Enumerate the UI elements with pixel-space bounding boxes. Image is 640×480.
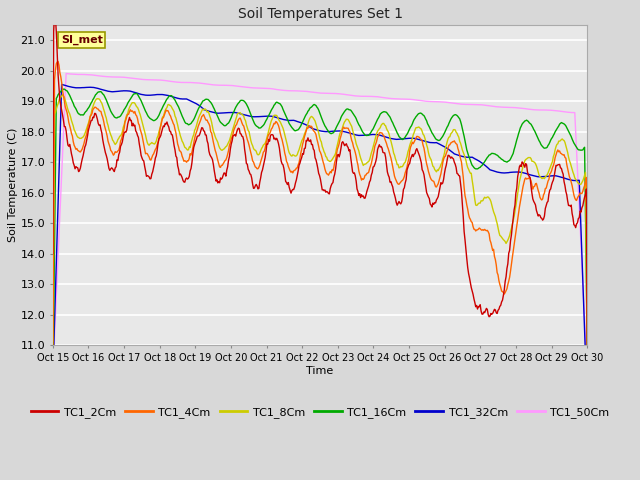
Title: Soil Temperatures Set 1: Soil Temperatures Set 1	[237, 7, 403, 21]
X-axis label: Time: Time	[307, 366, 333, 376]
Legend: TC1_2Cm, TC1_4Cm, TC1_8Cm, TC1_16Cm, TC1_32Cm, TC1_50Cm: TC1_2Cm, TC1_4Cm, TC1_8Cm, TC1_16Cm, TC1…	[26, 402, 614, 422]
Text: SI_met: SI_met	[61, 35, 102, 45]
Y-axis label: Soil Temperature (C): Soil Temperature (C)	[8, 128, 17, 242]
